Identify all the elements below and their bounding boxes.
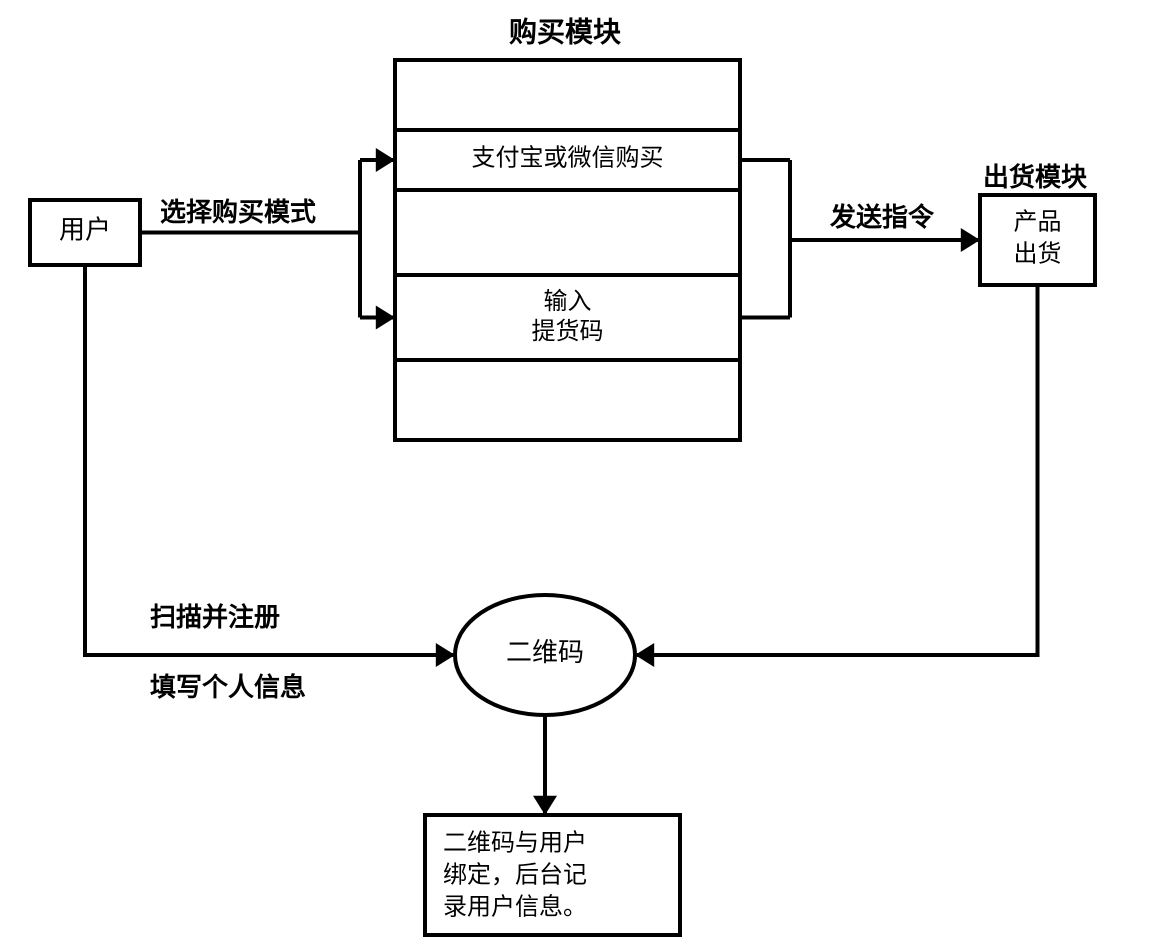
purchase-container <box>395 60 740 440</box>
purchase-row-payment-label: 支付宝或微信购买 <box>472 145 664 172</box>
label-scan-register-2: 填写个人信息 <box>150 672 306 702</box>
qrcode-label: 二维码 <box>506 638 584 667</box>
shipping-l2: 出货 <box>1014 241 1062 268</box>
shipping-l1: 产品 <box>1014 209 1062 236</box>
shipping-module-title: 出货模块 <box>983 162 1087 192</box>
purchase-row-pickupcode <box>395 275 740 360</box>
binding-text-1: 绑定，后台记 <box>443 862 587 889</box>
binding-text-2: 录用户信息。 <box>443 894 587 921</box>
purchase-row-pickup-l2: 提货码 <box>532 318 604 345</box>
binding-text-0: 二维码与用户 <box>443 830 587 857</box>
user-label: 用户 <box>59 215 111 244</box>
purchase-row-pickup-l1: 输入 <box>544 288 592 315</box>
label-select-mode: 选择购买模式 <box>160 198 316 227</box>
label-scan-register-1: 扫描并注册 <box>150 602 280 632</box>
shipping-box <box>980 195 1095 285</box>
label-send-command: 发送指令 <box>829 202 935 232</box>
purchase-module-title: 购买模块 <box>509 15 621 48</box>
